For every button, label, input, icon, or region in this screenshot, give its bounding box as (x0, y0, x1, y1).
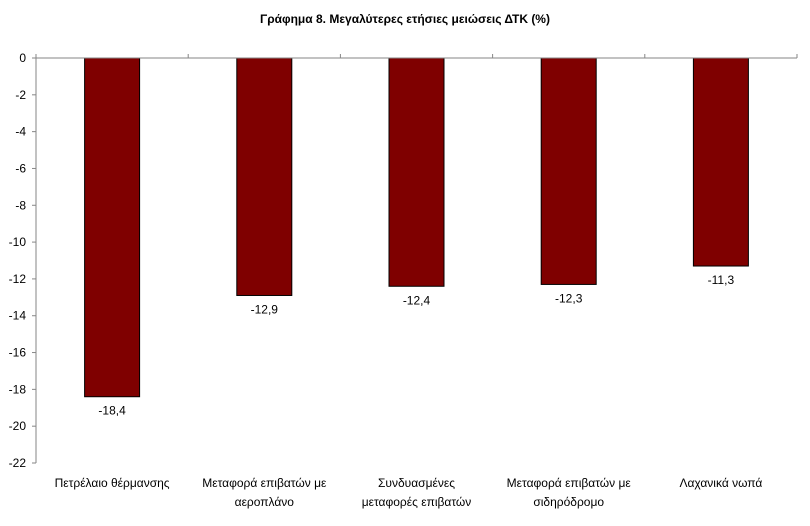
bar (84, 57, 141, 398)
category-label: μεταφορές επιβατών (362, 495, 472, 509)
y-tick-label: -4 (15, 125, 26, 139)
category-label: σιδηρόδρομο (533, 495, 604, 509)
y-tick-label: 0 (19, 51, 26, 65)
category-label: Λαχανικά νωπά (679, 476, 762, 490)
data-label: -12,9 (251, 302, 279, 316)
bar (236, 57, 293, 296)
y-tick-label: -2 (15, 88, 26, 102)
category-label: Μεταφορά επιβατών με (507, 476, 632, 490)
bar (540, 57, 597, 285)
y-tick-label: -22 (9, 456, 27, 470)
category-label: Συνδυασμένες (378, 476, 455, 490)
y-tick-label: -10 (9, 235, 27, 249)
y-tick-label: -20 (9, 419, 27, 433)
data-label: -18,4 (98, 404, 126, 418)
y-tick-label: -12 (9, 272, 27, 286)
data-label: -12,3 (555, 291, 583, 305)
category-label: Μεταφορά επιβατών με (202, 476, 327, 490)
y-tick-label: -6 (15, 161, 26, 175)
data-label: -11,3 (708, 273, 735, 287)
y-tick-label: -16 (9, 346, 27, 360)
y-tick-label: -18 (9, 382, 27, 396)
bar (692, 57, 749, 267)
bar (388, 57, 445, 287)
category-label: αεροπλάνο (235, 495, 295, 509)
category-label: Πετρέλαιο θέρμανσης (55, 476, 170, 490)
y-tick-label: -8 (15, 198, 26, 212)
data-label: -12,4 (403, 293, 431, 307)
chart-title: Γράφημα 8. Μεγαλύτερες ετήσιες μειώσεις … (260, 12, 550, 26)
y-tick-label: -14 (9, 309, 27, 323)
